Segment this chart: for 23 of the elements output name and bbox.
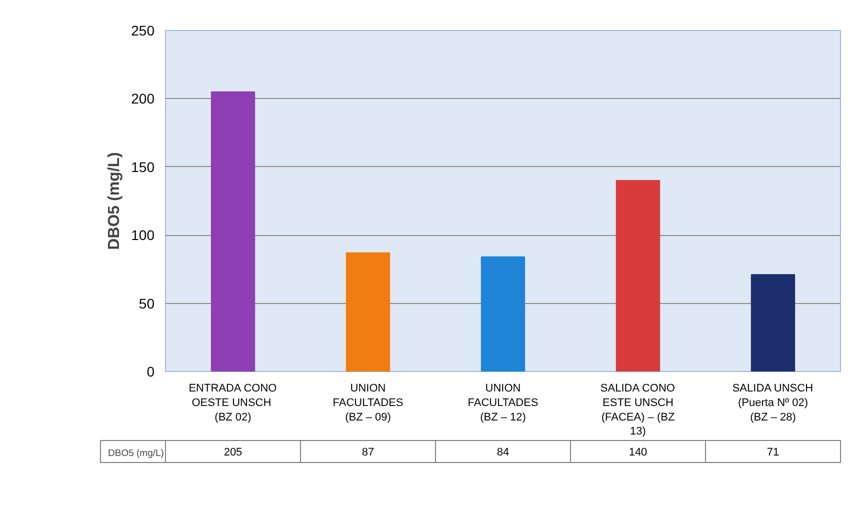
y-tick-label: 250 [131,22,155,38]
data-label: 205 [224,446,242,458]
data-label: 140 [628,446,648,458]
x-tick-label: UNION FACULTADES (BZ – 09) [332,382,404,424]
bar [750,274,796,372]
y-tick-label: 100 [131,227,155,244]
x-tick-label: SALIDA CONO ESTE UNSCH (FACEA) – (BZ 13) [600,382,676,438]
bar [616,180,660,372]
data-label: 71 [766,446,780,458]
x-tick-label: SALIDA UNSCH (Puerta Nº 02) (BZ – 28) [732,382,814,424]
x-tick-label: ENTRADA CONO OESTE UNSCH (BZ 02) [188,382,278,424]
y-axis-title: DBO5 (mg/L) [106,152,124,250]
data-label: 84 [496,446,510,458]
x-tick-label: UNION FACULTADES (BZ – 12) [468,382,538,424]
y-tick-label: 0 [146,364,155,380]
data-label: 87 [362,446,374,458]
y-tick-label: 200 [131,90,155,107]
bar [346,252,390,372]
text: DBO5 (mg/L) [108,446,164,460]
bar [210,91,256,372]
y-tick-label: 50 [138,295,155,312]
y-tick-label: 150 [131,158,155,175]
bar [480,256,526,372]
